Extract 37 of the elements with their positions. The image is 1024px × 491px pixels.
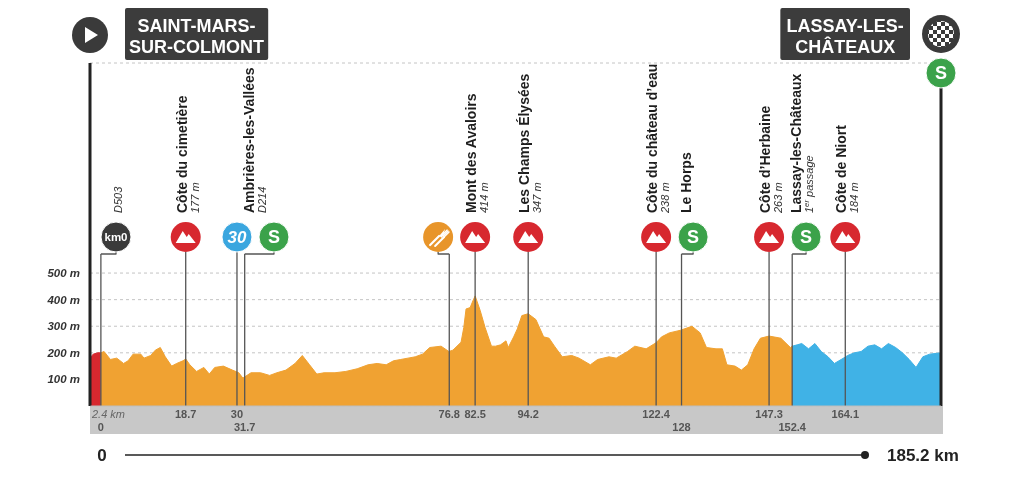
x-tick-label: 94.2 [517,408,539,420]
x-tick-label: 76.8 [438,408,460,420]
ref-line-label: Le Horps [677,152,694,213]
x2-tick-label: 128 [672,421,691,433]
y-tick-label: 300 m [47,320,80,333]
annotation: S [800,227,813,248]
ref-line-label: Mont des Avaloirs 414 m [463,93,491,213]
ref-line-label: Côte de Niort 184 m [833,124,861,213]
x-tick-label: 122.4 [642,408,671,420]
ref-line-label: SAINT-MARS- SUR-COLMONT [129,16,265,57]
text: 185.2 km [887,446,959,465]
ref-line-label: Côte d’Herbaine 263 m [757,105,785,214]
x-tick-label: 18.7 [175,408,197,420]
x-tick-label: 147.3 [755,408,783,420]
y-tick-label: 100 m [47,373,80,386]
x2-tick-label: 31.7 [233,421,256,433]
annotation: S [687,227,700,248]
y-tick-label: 500 m [47,267,80,280]
x-tick-label: 82.5 [464,408,486,420]
ref-line-label: Côte du château d’eau 238 m [644,63,672,214]
ref-line-label: Les Champs Élysées 347 m [516,73,544,213]
y-tick-label: 400 m [46,293,80,306]
annotation: S [267,227,280,248]
ref-line-label: Côte du cimetière 177 m [173,95,201,213]
x-tick-label: 30 [230,408,244,420]
y-tick-label: 200 m [46,346,80,359]
ref-line-label: Ambrières-les-Vallées D214 [240,67,268,213]
annotation: D503 [111,185,124,213]
annotation: 30 [227,228,247,248]
text: 0 [97,446,107,465]
ref-line-label: LASSAY-LES- CHÂTEAUX [786,16,904,57]
annotation: km0 [104,231,128,244]
text: 2.4 km [91,408,126,420]
x2-tick-label: 0 [97,421,104,433]
annotation: S [934,63,948,84]
x-tick-label: 164.1 [831,408,860,420]
x2-tick-label: 152.4 [778,421,807,433]
